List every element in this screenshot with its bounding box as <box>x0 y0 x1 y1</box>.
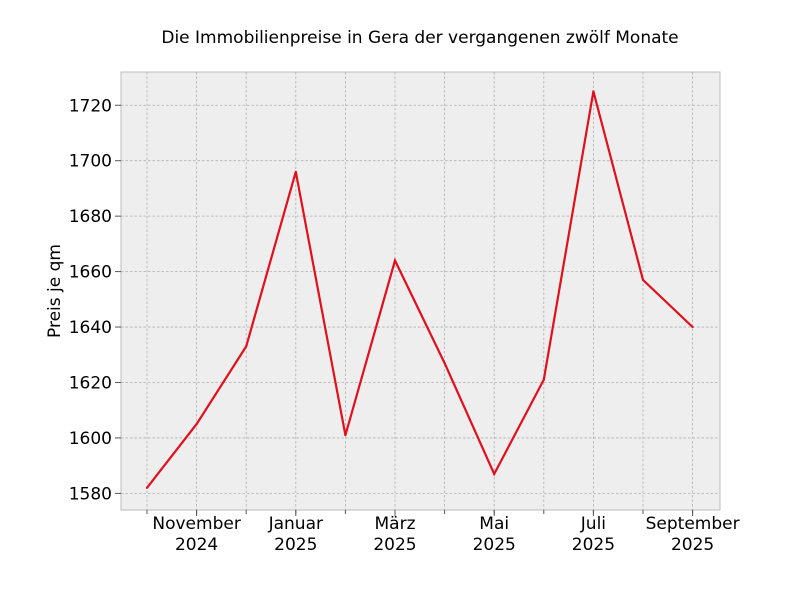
y-tick-label: 1580 <box>69 484 112 504</box>
x-axis: November2024Januar2025März2025Mai2025Jul… <box>146 510 740 555</box>
x-tick-label: Juli <box>580 514 606 534</box>
data-point <box>344 434 347 437</box>
y-tick-label: 1660 <box>69 263 112 283</box>
y-tick-label: 1620 <box>69 373 112 393</box>
data-point <box>145 486 149 489</box>
plot-area <box>120 71 721 511</box>
data-point <box>393 259 397 262</box>
x-tick-label-year: 2025 <box>274 535 317 555</box>
x-tick-label: Mai <box>479 514 509 534</box>
data-point <box>493 472 496 476</box>
x-tick-label-year: 2025 <box>473 535 516 555</box>
y-axis: 1580 1600 1620 1640 1660 1680 1700 1720 <box>69 96 121 504</box>
data-point <box>195 422 198 426</box>
x-tick-label: November <box>152 514 240 534</box>
x-tick-label-year: 2025 <box>572 535 615 555</box>
data-point <box>443 361 446 365</box>
x-tick-label-year: 2025 <box>373 535 416 555</box>
chart-title: Die Immobilienpreise in Gera der vergang… <box>161 28 678 48</box>
data-point <box>592 90 595 93</box>
y-tick-label: 1680 <box>69 207 112 227</box>
y-axis-label: Preis je qm <box>45 244 65 338</box>
series-line <box>146 91 694 489</box>
x-tick-label: März <box>375 514 416 534</box>
x-tick-label: Januar <box>268 514 323 534</box>
y-tick-label: 1600 <box>69 429 112 449</box>
data-point <box>542 378 545 381</box>
y-tick-label: 1700 <box>69 152 112 172</box>
y-tick-label: 1640 <box>69 318 112 338</box>
x-tick-label-year: 2025 <box>671 535 714 555</box>
data-point <box>294 170 297 173</box>
series-layer <box>145 90 694 489</box>
y-tick-label: 1720 <box>69 96 112 116</box>
x-tick-label: September <box>646 514 740 534</box>
data-point <box>641 278 645 282</box>
data-point <box>691 325 694 329</box>
data-point <box>245 345 248 348</box>
grid-lines <box>121 72 720 510</box>
x-tick-label-year: 2024 <box>175 535 218 555</box>
